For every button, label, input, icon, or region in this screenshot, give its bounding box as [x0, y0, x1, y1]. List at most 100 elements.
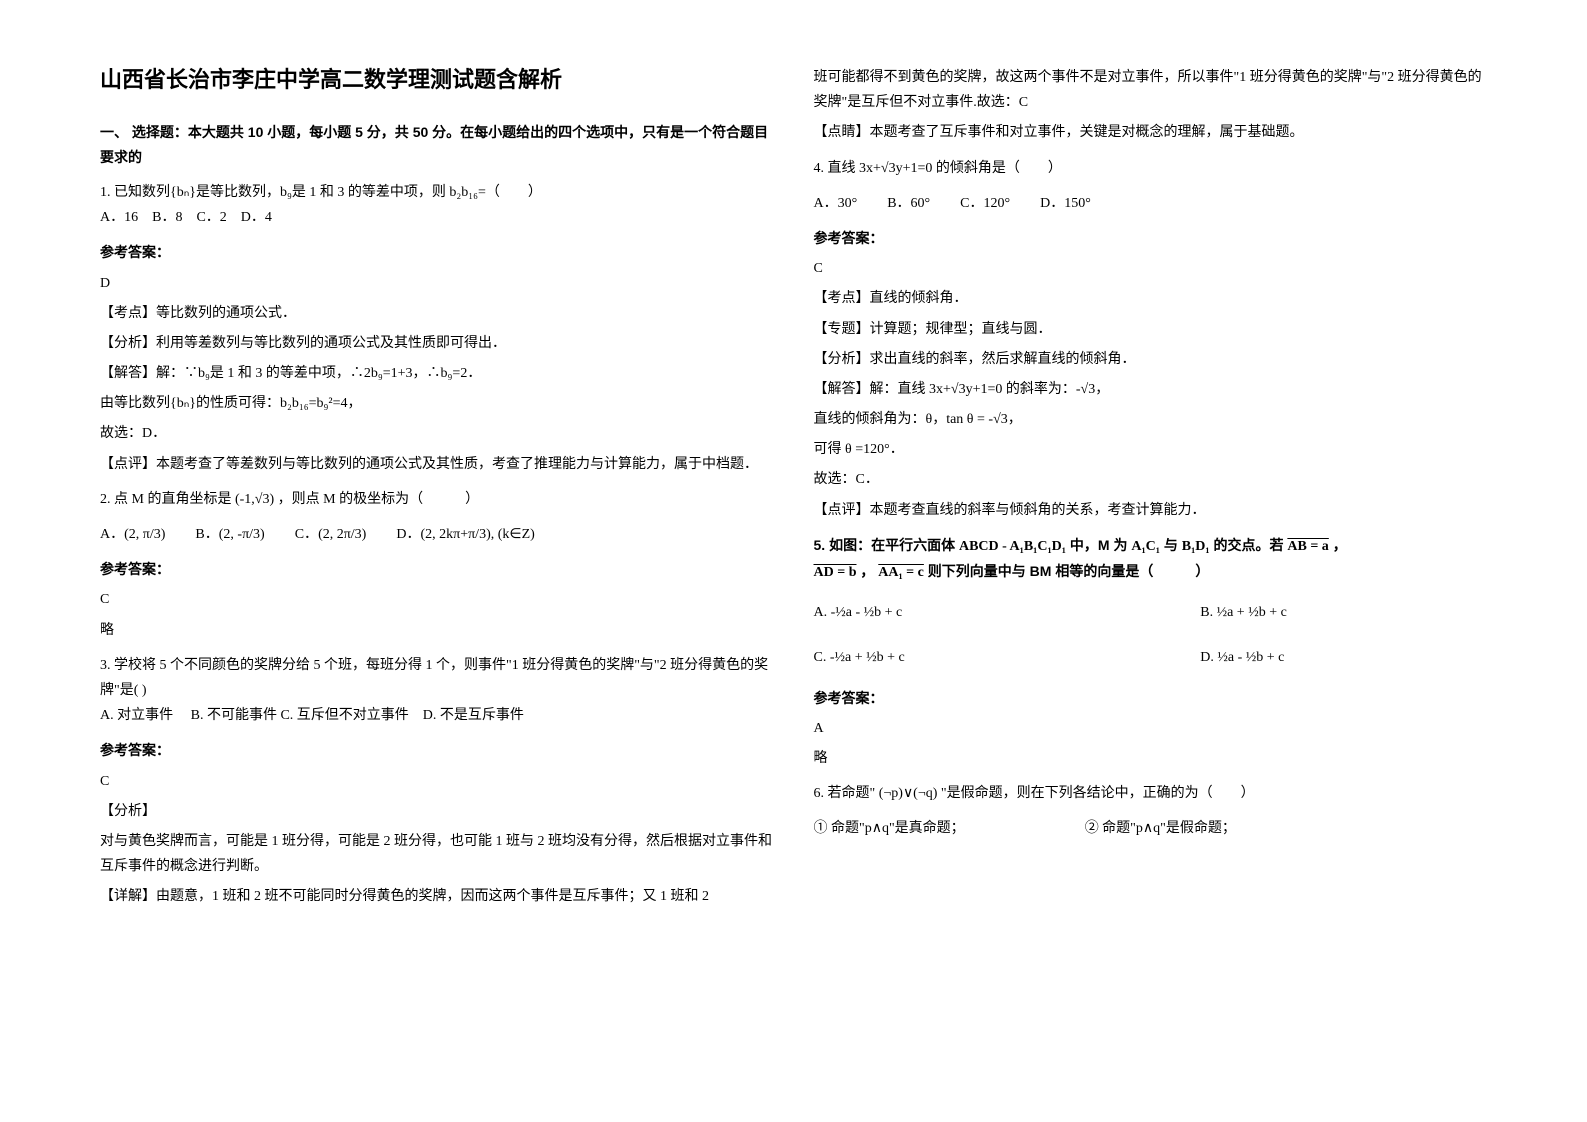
q1-jieda3: 故选：D． — [100, 421, 774, 446]
q6-opt2-prefix: ② 命题" — [1085, 821, 1136, 836]
q4-jieda3: 可得 θ =120°． — [814, 437, 1488, 462]
q4-dianping: 【点评】本题考查直线的斜率与倾斜角的关系，考查计算能力． — [814, 498, 1488, 523]
q6-opt1-prefix: ① 命题" — [814, 821, 865, 836]
q2-answer: C — [100, 587, 774, 612]
q4-optA: A．30° — [814, 191, 858, 216]
q1-text: 1. 已知数列{bₙ}是等比数列，b₉是 1 和 3 的等差中项，则 b₂b₁₆… — [100, 180, 774, 205]
q1-options: A．16 B．8 C．2 D．4 — [100, 205, 774, 230]
left-column: 山西省长治市李庄中学高二数学理测试题含解析 一、 选择题：本大题共 10 小题，… — [80, 60, 794, 1062]
q2-optA: A．(2, π/3) — [100, 522, 165, 547]
q5-optA-label: A. — [814, 605, 828, 620]
q2-optC-val: (2, 2π/3) — [318, 527, 366, 542]
q2-optB-label: B． — [195, 527, 218, 542]
q4-answer: C — [814, 256, 1488, 281]
q4-text: 4. 直线 3x+√3y+1=0 的倾斜角是（ ） — [814, 156, 1488, 181]
q4-jieda2: 直线的倾斜角为：θ，tan θ = -√3， — [814, 407, 1488, 432]
q6-prop: (¬p)∨(¬q) — [879, 786, 938, 801]
q5-optC-label: C. — [814, 650, 827, 665]
q4-jieda4: 故选：C． — [814, 467, 1488, 492]
q6-opt2: ② 命题"p∧q"是假命题； — [1085, 816, 1236, 841]
q2-optA-val: (2, π/3) — [124, 527, 165, 542]
q5-vec-aa1: AA₁ = c — [878, 565, 924, 580]
q5-vec-ab: AB = a — [1287, 539, 1328, 554]
q4-kaodian: 【考点】直线的倾斜角． — [814, 286, 1488, 311]
q6-opt1-prop: p∧q — [865, 821, 889, 836]
q2-optD: D．(2, 2kπ+π/3), (k∈Z) — [396, 522, 534, 547]
q6-opt1: ① 命题"p∧q"是真命题； — [814, 816, 965, 841]
q5-comma: ， — [860, 563, 874, 579]
question-6: 6. 若命题" (¬p)∨(¬q) "是假命题，则在下列各结论中，正确的为（ ） — [814, 781, 1488, 806]
q5-answer: A — [814, 716, 1488, 741]
q4-options: A．30° B．60° C．120° D．150° — [814, 191, 1488, 216]
q5-vec-ad: AD = b — [814, 565, 857, 580]
q2-lue: 略 — [100, 618, 774, 643]
q5-end2: 则下列向量中与 BM 相等的向量是（ ） — [928, 563, 1210, 579]
q5-diag1: A₁C₁ — [1131, 539, 1160, 554]
q1-fenxi: 【分析】利用等差数列与等比数列的通项公式及其性质即可得出． — [100, 331, 774, 356]
q5-optB: B. ½a + ½b + c — [1200, 600, 1487, 625]
q2-optD-val: (2, 2kπ+π/3), (k∈Z) — [420, 527, 534, 542]
q4-zhuanti: 【专题】计算题；规律型；直线与圆． — [814, 317, 1488, 342]
q6-options-row: ① 命题"p∧q"是真命题； ② 命题"p∧q"是假命题； — [814, 816, 1488, 841]
q5-prefix: 5. 如图：在平行六面体 — [814, 537, 956, 553]
question-3: 3. 学校将 5 个不同颜色的奖牌分给 5 个班，每班分得 1 个，则事件"1 … — [100, 653, 774, 729]
q5-optC: C. -½a + ½b + c — [814, 645, 1101, 670]
q4-optD: D．150° — [1040, 191, 1091, 216]
q5-mid2: 与 — [1164, 537, 1178, 553]
q1-answer-label: 参考答案： — [100, 240, 774, 265]
q5-optD-label: D. — [1200, 650, 1214, 665]
q4-jieda1: 【解答】解：直线 3x+√3y+1=0 的斜率为：-√3， — [814, 377, 1488, 402]
q5-optC-val: -½a + ½b + c — [830, 650, 905, 665]
q1-dianping: 【点评】本题考查了等差数列与等比数列的通项公式及其性质，考查了推理能力与计算能力… — [100, 452, 774, 477]
question-1: 1. 已知数列{bₙ}是等比数列，b₉是 1 和 3 的等差中项，则 b₂b₁₆… — [100, 180, 774, 230]
q4-optB: B．60° — [887, 191, 930, 216]
q5-optB-label: B. — [1200, 605, 1213, 620]
q3-fenxi: 对与黄色奖牌而言，可能是 1 班分得，可能是 2 班分得，也可能 1 班与 2 … — [100, 829, 774, 879]
q5-options: A. -½a - ½b + c B. ½a + ½b + c C. -½a + … — [814, 600, 1488, 670]
q2-optA-label: A． — [100, 527, 124, 542]
q5-optB-val: ½a + ½b + c — [1217, 605, 1287, 620]
q5-optA: A. -½a - ½b + c — [814, 600, 1101, 625]
q6-opt1-suffix: "是真命题； — [889, 821, 965, 836]
q6-suffix: "是假命题，则在下列各结论中，正确的为（ ） — [941, 786, 1255, 801]
right-column: 班可能都得不到黄色的奖牌，故这两个事件不是对立事件，所以事件"1 班分得黄色的奖… — [794, 60, 1508, 1062]
q1-jieda2: 由等比数列{bₙ}的性质可得：b₂b₁₆=b₉²=4， — [100, 391, 774, 416]
q5-optD-val: ½a - ½b + c — [1217, 650, 1284, 665]
q5-lue: 略 — [814, 746, 1488, 771]
q5-mid3: 的交点。若 — [1213, 537, 1283, 553]
question-5: 5. 如图：在平行六面体 ABCD - A₁B₁C₁D₁ 中，M 为 A₁C₁ … — [814, 533, 1488, 585]
q3-xiangjie-cont: 班可能都得不到黄色的奖牌，故这两个事件不是对立事件，所以事件"1 班分得黄色的奖… — [814, 65, 1488, 115]
q5-optA-val: -½a - ½b + c — [831, 605, 903, 620]
q1-jieda: 【解答】解：∵b₉是 1 和 3 的等差中项，∴2b₉=1+3，∴b₉=2． — [100, 361, 774, 386]
q5-end: ， — [1333, 537, 1347, 553]
q6-opt2-suffix: "是假命题； — [1160, 821, 1236, 836]
q5-mid: 中，M 为 — [1070, 537, 1128, 553]
q2-prefix: 2. 点 M 的直角坐标是 — [100, 492, 231, 507]
q1-answer: D — [100, 271, 774, 296]
question-4: 4. 直线 3x+√3y+1=0 的倾斜角是（ ） — [814, 156, 1488, 181]
q3-answer: C — [100, 769, 774, 794]
q4-fenxi: 【分析】求出直线的斜率，然后求解直线的倾斜角． — [814, 347, 1488, 372]
doc-title: 山西省长治市李庄中学高二数学理测试题含解析 — [100, 60, 774, 100]
q4-answer-label: 参考答案： — [814, 226, 1488, 251]
q3-text: 3. 学校将 5 个不同颜色的奖牌分给 5 个班，每班分得 1 个，则事件"1 … — [100, 653, 774, 703]
q2-optB: B．(2, -π/3) — [195, 522, 264, 547]
q3-answer-label: 参考答案： — [100, 738, 774, 763]
q2-options: A．(2, π/3) B．(2, -π/3) C．(2, 2π/3) D．(2,… — [100, 522, 774, 547]
q5-optD: D. ½a - ½b + c — [1200, 645, 1487, 670]
question-2: 2. 点 M 的直角坐标是 (-1,√3) ，则点 M 的极坐标为（ ） — [100, 487, 774, 512]
q2-optC-label: C． — [295, 527, 318, 542]
q2-optD-label: D． — [396, 527, 420, 542]
q2-answer-label: 参考答案： — [100, 557, 774, 582]
q5-answer-label: 参考答案： — [814, 686, 1488, 711]
q2-optC: C．(2, 2π/3) — [295, 522, 367, 547]
q3-dianqing: 【点睛】本题考查了互斥事件和对立事件，关键是对概念的理解，属于基础题。 — [814, 120, 1488, 145]
section1-header: 一、 选择题：本大题共 10 小题，每小题 5 分，共 50 分。在每小题给出的… — [100, 120, 774, 170]
q3-xiangjie: 【详解】由题意，1 班和 2 班不可能同时分得黄色的奖牌，因而这两个事件是互斥事… — [100, 884, 774, 909]
q5-cube: ABCD - A₁B₁C₁D₁ — [959, 539, 1066, 554]
q3-options: A. 对立事件 B. 不可能事件 C. 互斥但不对立事件 D. 不是互斥事件 — [100, 703, 774, 728]
q1-jieda2-text: 由等比数列{bₙ}的性质可得：b₂b₁₆=b₉²=4， — [100, 396, 362, 411]
q2-suffix: ，则点 M 的极坐标为（ ） — [278, 492, 479, 507]
q4-optC: C．120° — [960, 191, 1010, 216]
q2-coord: (-1,√3) — [235, 492, 274, 507]
